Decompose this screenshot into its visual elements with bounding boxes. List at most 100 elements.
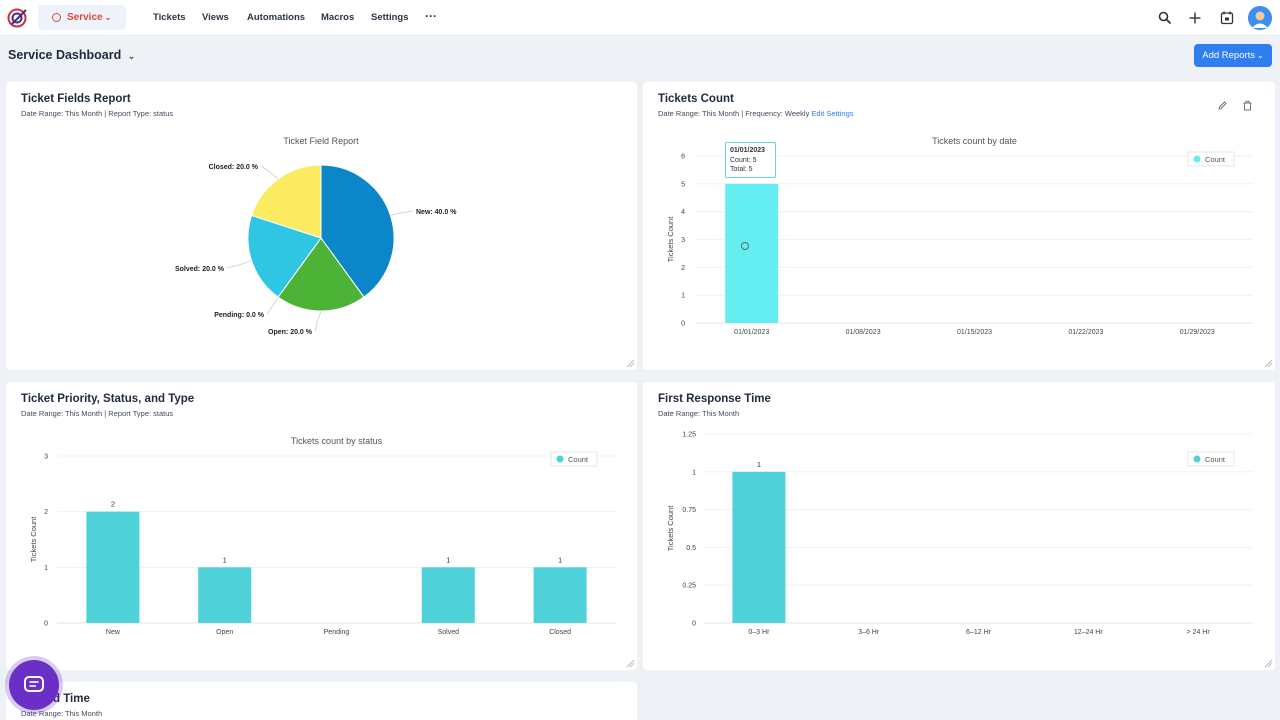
bar bbox=[725, 183, 779, 323]
legend-marker bbox=[1193, 155, 1201, 163]
y-tick-label: 3 bbox=[44, 454, 48, 461]
app-logo-icon[interactable] bbox=[6, 7, 28, 29]
legend-marker bbox=[556, 455, 564, 463]
resize-handle-icon[interactable] bbox=[626, 659, 635, 668]
y-tick-label: 2 bbox=[44, 509, 48, 516]
cursor-move-icon bbox=[741, 242, 749, 250]
chat-icon bbox=[24, 676, 44, 692]
user-icon bbox=[1248, 6, 1272, 30]
more-menu-icon[interactable]: ··· bbox=[425, 9, 437, 23]
calendar-icon[interactable] bbox=[1219, 10, 1235, 26]
y-tick-label: 4 bbox=[681, 209, 685, 216]
card-subtitle: Date Range: This Month bbox=[658, 409, 740, 418]
service-icon bbox=[52, 13, 61, 22]
x-tick-label: 12–24 Hr bbox=[1074, 629, 1103, 636]
nav-settings[interactable]: Settings bbox=[371, 12, 409, 23]
pie-label: Pending: 0.0 % bbox=[214, 312, 265, 319]
pie-slice bbox=[320, 164, 395, 298]
dashboard-title: Service Dashboard bbox=[8, 48, 122, 62]
pie-label: Open: 20.0 % bbox=[268, 329, 313, 336]
card-subtitle: Date Range: This Month bbox=[21, 709, 103, 718]
pie-label: Solved: 20.0 % bbox=[175, 266, 225, 273]
chat-button[interactable] bbox=[9, 660, 59, 710]
bar bbox=[533, 567, 587, 623]
first-response-time-card: First Response Time Date Range: This Mon… bbox=[643, 382, 1275, 670]
x-tick-label: Open bbox=[216, 629, 233, 636]
pie-label: Closed: 20.0 % bbox=[209, 164, 259, 171]
page-title[interactable]: Service Dashboard ⌄ bbox=[8, 48, 135, 62]
tooltip-date: 01/01/2023 bbox=[730, 147, 766, 154]
x-tick-label: 6–12 Hr bbox=[966, 629, 992, 636]
legend-label: Count bbox=[1205, 155, 1226, 164]
legend-box bbox=[1187, 151, 1235, 167]
plus-icon[interactable] bbox=[1187, 10, 1203, 26]
bar-value-label: 2 bbox=[111, 500, 115, 509]
y-tick-label: 2 bbox=[681, 265, 685, 272]
card-title: First Response Time bbox=[658, 393, 771, 405]
resize-handle-icon[interactable] bbox=[1264, 359, 1273, 368]
user-avatar[interactable] bbox=[1248, 6, 1272, 30]
tooltip-count: Count: 5 bbox=[730, 156, 757, 164]
x-tick-label: Pending bbox=[324, 629, 350, 636]
module-label: Service bbox=[67, 12, 103, 23]
x-tick-label: 01/01/2023 bbox=[734, 329, 769, 336]
y-tick-label: 5 bbox=[681, 181, 685, 188]
card-title: Ticket Fields Report bbox=[21, 93, 131, 105]
x-tick-label: 01/08/2023 bbox=[846, 329, 881, 336]
y-tick-label: 0 bbox=[681, 321, 685, 328]
y-tick-label: 0 bbox=[44, 621, 48, 628]
y-tick-label: 3 bbox=[681, 237, 685, 244]
x-tick-label: 3–6 Hr bbox=[858, 629, 880, 636]
card-title: Tickets Count bbox=[658, 93, 734, 105]
pie-slice bbox=[247, 214, 322, 298]
y-tick-label: 1 bbox=[44, 565, 48, 572]
nav-views[interactable]: Views bbox=[202, 12, 229, 23]
add-reports-label: Add Reports bbox=[1202, 50, 1256, 61]
tickets-by-date-chart: Tickets count by date 0 1 2 3 4 5 6 Tickets Coun… bbox=[666, 136, 1253, 336]
bar bbox=[732, 471, 786, 623]
pie-slice bbox=[277, 237, 365, 312]
bar-value-label: 1 bbox=[558, 555, 562, 564]
x-tick-label: Closed bbox=[549, 629, 571, 636]
y-tick-label: 1.25 bbox=[682, 432, 696, 439]
pie-leader-line bbox=[314, 310, 322, 332]
bar bbox=[86, 511, 140, 623]
tickets-by-status-chart: Tickets count by status 0 1 2 3 Tickets Count… bbox=[29, 436, 616, 636]
delete-icon[interactable] bbox=[1242, 100, 1253, 111]
x-tick-label: Solved bbox=[438, 629, 460, 636]
subtitle-text: Date Range: This Month | Frequency: Week… bbox=[658, 109, 810, 118]
y-tick-label: 0 bbox=[692, 621, 696, 628]
y-axis-label: Tickets Count bbox=[666, 216, 675, 262]
edit-icon[interactable] bbox=[1217, 100, 1228, 111]
module-switcher[interactable]: Service ⌄ bbox=[38, 5, 126, 30]
add-reports-button[interactable]: Add Reports ⌄ bbox=[1194, 44, 1272, 67]
tooltip-total: Total: 5 bbox=[730, 166, 753, 173]
resize-handle-icon[interactable] bbox=[1264, 659, 1273, 668]
x-tick-label: 01/15/2023 bbox=[957, 329, 992, 336]
card-subtitle: Date Range: This Month | Frequency: Week… bbox=[658, 109, 854, 118]
search-icon[interactable] bbox=[1157, 10, 1173, 26]
nav-automations[interactable]: Automations bbox=[247, 12, 306, 23]
chart-title: Ticket Field Report bbox=[283, 136, 359, 146]
y-axis-label: Tickets Count bbox=[29, 516, 38, 562]
y-tick-label: 6 bbox=[681, 154, 685, 161]
card-title: Ticket Priority, Status, and Type bbox=[21, 393, 195, 405]
legend-box bbox=[550, 451, 598, 467]
top-navigation: Service ⌄ Tickets Views Automations Macr… bbox=[0, 0, 1280, 36]
bar-value-label: 1 bbox=[446, 555, 450, 564]
pie-leader-line bbox=[226, 260, 252, 269]
card-subtitle: Date Range: This Month | Report Type: st… bbox=[21, 109, 174, 118]
chevron-down-icon: ⌄ bbox=[127, 51, 136, 61]
y-tick-label: 1 bbox=[681, 293, 685, 300]
bar bbox=[421, 567, 475, 623]
legend-marker bbox=[1193, 455, 1201, 463]
resize-handle-icon[interactable] bbox=[626, 359, 635, 368]
y-tick-label: 0.25 bbox=[682, 583, 696, 590]
nav-macros[interactable]: Macros bbox=[321, 12, 355, 23]
edit-settings-link[interactable]: Edit Settings bbox=[811, 109, 854, 118]
y-tick-label: 1 bbox=[692, 469, 696, 476]
nav-tickets[interactable]: Tickets bbox=[153, 12, 186, 23]
chevron-down-icon: ⌄ bbox=[104, 13, 112, 22]
chart-title: Tickets count by status bbox=[291, 436, 383, 446]
legend-box bbox=[1187, 451, 1235, 467]
